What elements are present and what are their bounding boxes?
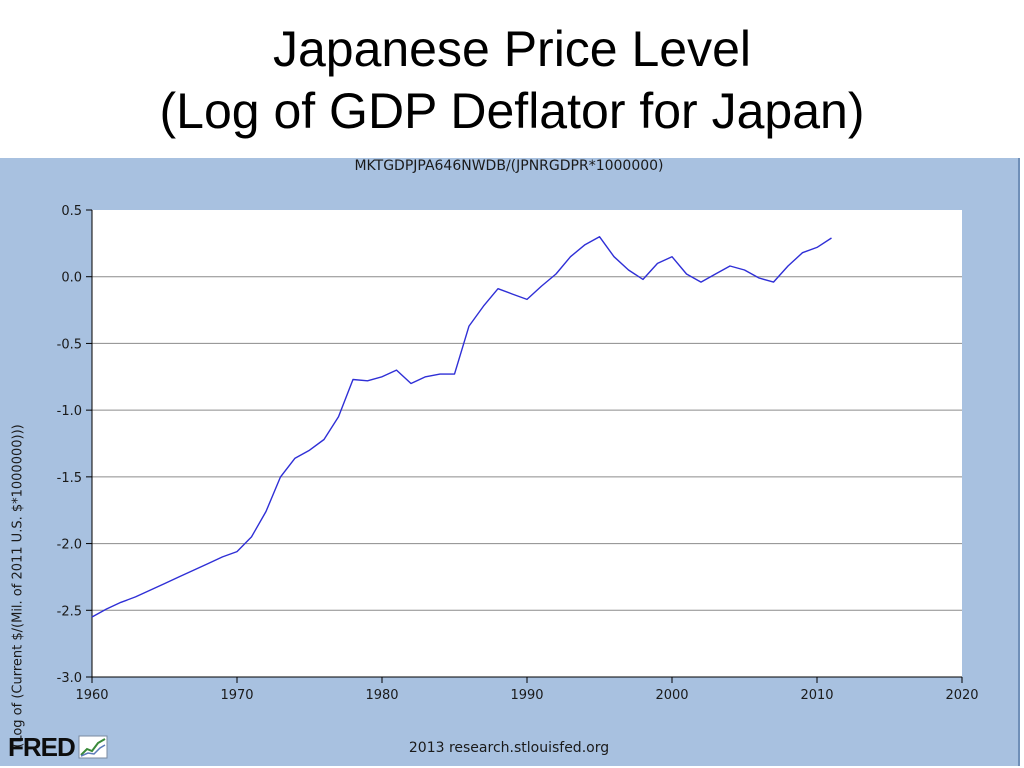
plot-area [92,210,962,677]
y-tick-label: -2.5 [57,604,82,619]
y-tick-label: -1.0 [57,404,82,419]
y-tick-label: -1.5 [57,471,82,486]
x-tick-label: 1960 [75,688,108,703]
x-tick-label: 1980 [365,688,398,703]
x-tick-label: 2020 [945,688,978,703]
line-chart: 0.5 0.0 -0.5 -1.0 -1.5 -2.0 -2.5 -3.0 1960 1970 19… [57,204,979,703]
y-axis-label: (Log of (Current $/(Mil. of 2011 U.S. $*… [10,424,26,748]
x-tick-label: 1990 [510,688,543,703]
fred-chart-icon [78,735,108,759]
fred-logo-text: FRED [8,732,76,762]
fred-graph-panel: MKTGDPJPA646NWDB/(JPNRGDPR*1000000) 0.5 0… [0,158,1020,766]
x-tick-label: 1970 [220,688,253,703]
y-tick-label: -3.0 [57,671,82,686]
slide-title-line-2: (Log of GDP Deflator for Japan) [159,83,865,139]
y-tick-label: 0.5 [61,204,82,219]
fred-logo: FRED [8,732,108,762]
series-line [91,235,832,618]
x-tick-label: 2000 [655,688,688,703]
y-tick-label: 0.0 [61,271,82,286]
y-tick-label: -2.0 [57,538,82,553]
x-tick-label: 2010 [800,688,833,703]
source-text: 2013 research.stlouisfed.org [408,740,610,756]
slide-title-line-1: Japanese Price Level [272,21,752,77]
y-tick-label: -0.5 [57,337,82,352]
chart-title: MKTGDPJPA646NWDB/(JPNRGDPR*1000000) [354,158,664,174]
slide-title: Japanese Price Level (Log of GDP Deflato… [0,18,1024,142]
